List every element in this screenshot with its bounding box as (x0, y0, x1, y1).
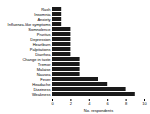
svg-text:No. respondents: No. respondents (84, 108, 113, 113)
svg-text:Anxiety: Anxiety (37, 16, 51, 22)
svg-text:Influenza-like symptoms: Influenza-like symptoms (7, 21, 51, 27)
svg-text:Rash: Rash (41, 6, 51, 12)
svg-text:10: 10 (142, 101, 147, 106)
svg-text:Malaise: Malaise (36, 66, 51, 72)
svg-text:Insomnia: Insomnia (34, 11, 51, 17)
svg-text:2: 2 (70, 101, 73, 106)
svg-text:Heartburn: Heartburn (32, 41, 51, 47)
svg-text:6: 6 (107, 101, 110, 106)
svg-text:Fever: Fever (40, 76, 51, 82)
svg-text:4: 4 (88, 101, 91, 106)
svg-text:Nausea: Nausea (36, 71, 51, 77)
svg-text:Palpitations: Palpitations (29, 46, 51, 52)
svg-text:Somnolence: Somnolence (28, 26, 51, 32)
svg-text:8: 8 (125, 101, 128, 106)
svg-text:Headache: Headache (32, 81, 51, 87)
svg-text:Diarrhea: Diarrhea (35, 51, 51, 57)
svg-text:Weakness: Weakness (32, 92, 51, 97)
svg-text:Pruritus: Pruritus (36, 31, 51, 37)
svg-text:Depression: Depression (30, 36, 51, 42)
svg-text:Change in taste: Change in taste (22, 56, 51, 62)
svg-text:Tremor: Tremor (37, 61, 51, 67)
svg-text:0: 0 (51, 101, 54, 106)
svg-text:Dizziness: Dizziness (33, 86, 51, 92)
